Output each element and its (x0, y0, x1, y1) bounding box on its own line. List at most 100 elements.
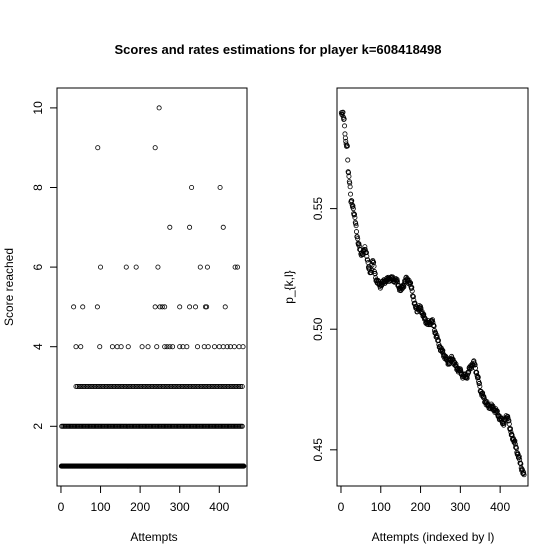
data-point (189, 383, 195, 389)
data-point (73, 383, 79, 389)
data-point (212, 344, 218, 350)
left-x-label: Attempts (130, 530, 177, 544)
data-point (176, 383, 182, 389)
tick-label: 300 (170, 500, 190, 514)
data-point (98, 383, 104, 389)
data-point (173, 383, 179, 389)
data-point (97, 344, 103, 350)
data-point (114, 383, 120, 389)
data-point (225, 383, 231, 389)
data-point (177, 383, 183, 389)
data-point (190, 383, 196, 389)
data-point (508, 429, 514, 435)
data-point (441, 353, 447, 359)
data-point (177, 344, 183, 350)
data-point (369, 268, 375, 274)
data-point (204, 304, 210, 310)
data-point (347, 184, 353, 190)
data-point (241, 463, 247, 469)
data-point (174, 383, 180, 389)
data-point (196, 383, 202, 389)
left-y-axis: 2 4 6 8 10 (31, 101, 58, 430)
data-point (187, 224, 193, 230)
data-point (119, 383, 125, 389)
data-point (124, 383, 130, 389)
data-point (239, 423, 245, 429)
data-point (458, 368, 464, 374)
data-point (187, 383, 193, 389)
data-point (353, 229, 359, 235)
data-point (146, 383, 152, 389)
tick-label: 4 (31, 343, 45, 350)
data-point (217, 383, 223, 389)
right-y-label: p_{k,l} (282, 270, 296, 303)
data-point (365, 259, 371, 265)
data-point (222, 383, 228, 389)
data-point (94, 304, 100, 310)
data-point (160, 383, 166, 389)
data-point (80, 304, 86, 310)
data-point (228, 383, 234, 389)
data-point (362, 247, 368, 253)
data-point (103, 383, 109, 389)
data-point (404, 276, 410, 282)
data-point (342, 123, 348, 129)
data-point (157, 304, 163, 310)
data-point (347, 180, 353, 186)
data-point (95, 145, 101, 151)
tick-label: 100 (371, 500, 391, 514)
data-point (208, 383, 214, 389)
left-x-axis: 0 100 200 300 400 (58, 485, 230, 514)
data-point (342, 135, 348, 141)
data-point (132, 383, 138, 389)
data-point (156, 105, 162, 111)
data-point (152, 304, 158, 310)
data-point (154, 344, 160, 350)
data-point (171, 383, 177, 389)
data-point (371, 263, 377, 269)
data-point (506, 418, 512, 424)
right-panel: 0 100 200 300 400 0.45 0.50 0.55 Attempts (ind… (282, 87, 529, 544)
data-point (346, 170, 352, 176)
data-point (440, 348, 446, 354)
data-point (98, 264, 104, 270)
data-point (94, 383, 100, 389)
data-point (346, 173, 352, 179)
data-point (155, 383, 161, 389)
right-y-axis: 0.45 0.50 0.55 (311, 197, 338, 461)
data-point (348, 191, 354, 197)
data-point (182, 383, 188, 389)
data-point (200, 383, 206, 389)
tick-label: 300 (450, 500, 470, 514)
data-point (501, 420, 507, 426)
data-point (231, 383, 237, 389)
data-point (521, 469, 527, 475)
data-point (353, 221, 359, 227)
data-point (195, 344, 201, 350)
data-point (177, 304, 183, 310)
data-point (416, 303, 422, 309)
data-point (113, 383, 119, 389)
data-point (168, 383, 174, 389)
data-point (220, 224, 226, 230)
data-point (139, 383, 145, 389)
data-point (354, 234, 360, 240)
data-point (166, 383, 172, 389)
data-point (128, 383, 134, 389)
data-point (159, 304, 165, 310)
data-point (97, 383, 103, 389)
data-point (469, 363, 475, 369)
data-point (109, 383, 115, 389)
data-point (342, 131, 348, 137)
data-point (410, 294, 416, 300)
data-point (205, 344, 211, 350)
data-point (419, 309, 425, 315)
data-point (133, 264, 139, 270)
tick-label: 400 (209, 500, 229, 514)
right-x-label: Attempts (indexed by l) (372, 530, 495, 544)
data-point (203, 383, 209, 389)
data-point (239, 383, 245, 389)
tick-label: 0.50 (311, 317, 325, 341)
data-point (476, 380, 482, 386)
